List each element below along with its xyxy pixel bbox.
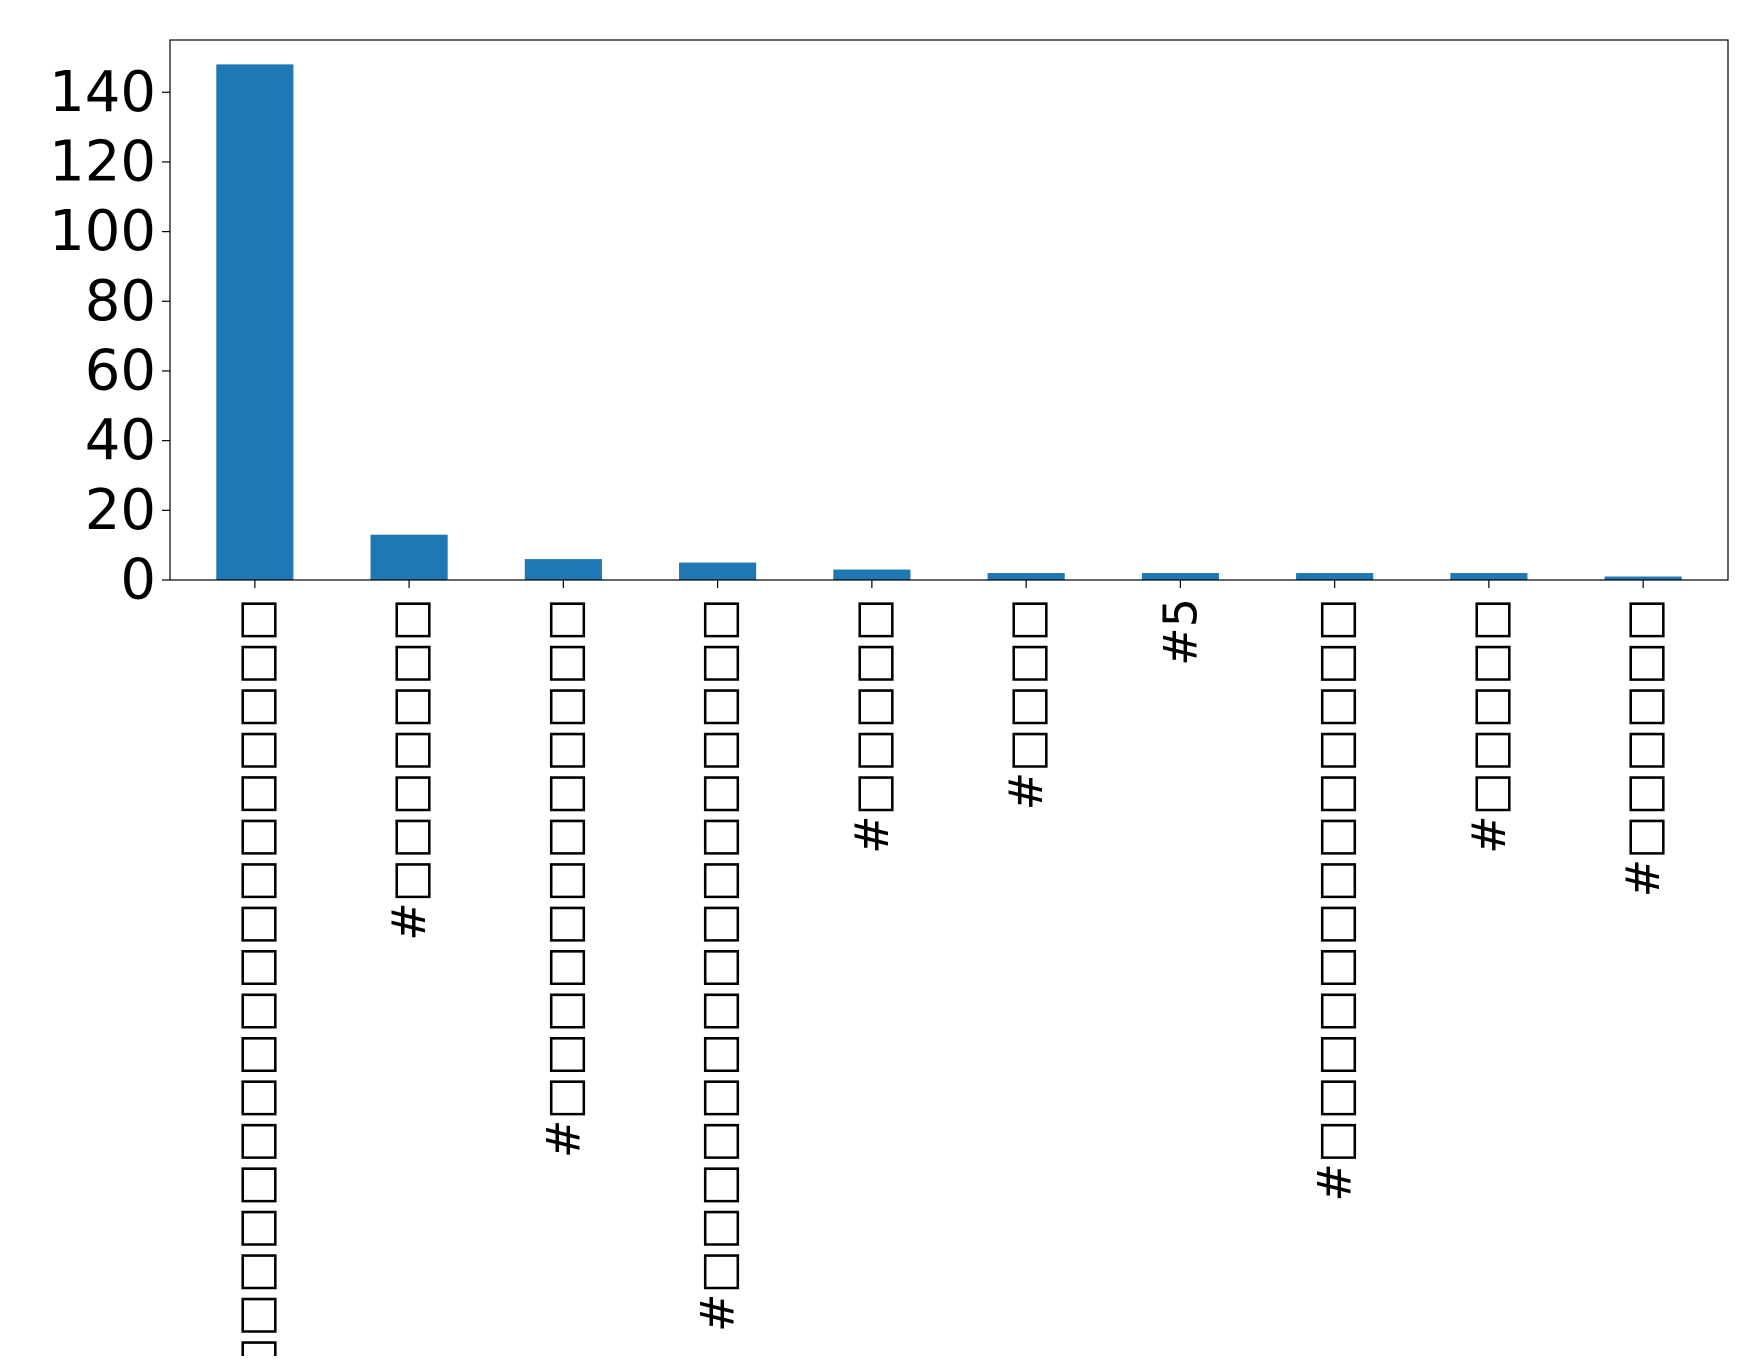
y-tick-label: 100 xyxy=(49,199,156,264)
y-tick-label: 40 xyxy=(85,408,156,473)
x-tick-label: #□□□□□□□□□□□□ xyxy=(536,598,590,1158)
bar xyxy=(1604,576,1682,580)
x-tick-label: #□□□□□□□□□□□□□ xyxy=(1308,598,1362,1202)
bar xyxy=(1296,573,1374,580)
bars-group xyxy=(216,64,1682,581)
plot-area xyxy=(170,40,1728,580)
bar xyxy=(370,534,448,580)
x-tick-label: #5 xyxy=(1153,598,1207,666)
y-tick-label: 120 xyxy=(49,129,156,194)
x-tick-label: #□□□□□□ xyxy=(1616,598,1670,897)
plot-frame xyxy=(169,39,1729,581)
x-tick-label: #□□□□□□□□□□□□□□□□□□ xyxy=(228,598,282,1356)
bar xyxy=(524,559,602,580)
y-tick-label: 20 xyxy=(85,478,156,543)
y-tick-label: 60 xyxy=(85,338,156,403)
bar xyxy=(679,562,757,580)
x-tick-label: #□□□□□ xyxy=(845,598,899,854)
x-tick-label: #□□□□□□□□□□□□□□□□ xyxy=(691,598,745,1332)
x-tick-label: #□□□□ xyxy=(999,598,1053,810)
y-tick-label: 0 xyxy=(120,548,156,613)
bar xyxy=(1450,573,1528,580)
bar xyxy=(987,573,1065,580)
bar xyxy=(1141,573,1219,580)
x-tick-label: #□□□□□ xyxy=(1462,598,1516,854)
x-tick-label: #□□□□□□□ xyxy=(382,598,436,941)
y-tick-label: 140 xyxy=(49,60,156,125)
bar xyxy=(833,569,911,580)
y-tick-label: 80 xyxy=(85,269,156,334)
bar xyxy=(216,64,294,581)
x-axis: #□□□□□□□□□□□□□□□□□□ #□□□□□□□ #□□□□□□□□□□□□… xyxy=(228,580,1670,1361)
